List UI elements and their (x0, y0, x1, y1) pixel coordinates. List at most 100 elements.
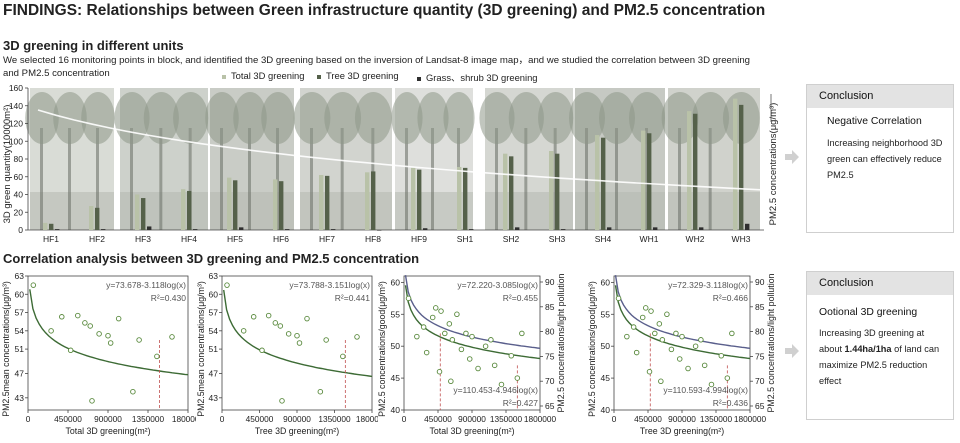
data-point (438, 308, 444, 314)
data-point (250, 314, 257, 320)
bar-HF3-grass (147, 226, 152, 230)
data-point (469, 333, 475, 340)
data-point (296, 340, 303, 346)
data-point (642, 305, 649, 311)
y2-tick-label: 65 (755, 401, 765, 411)
bar-HF8-grass (377, 230, 382, 231)
bar-chart-3d-greening: 0 20 40 60 80 100 120 140 160 HF1 HF2 HF3 HF4 HF5 HF6 H… (2, 83, 779, 244)
conclusion-title: Negative Correlation (827, 116, 922, 127)
legend-swatch-tree (317, 74, 321, 79)
photo-tree-canopy (293, 92, 331, 144)
arrow-right-icon (785, 150, 799, 164)
y-tick-label: 55 (391, 309, 401, 319)
bar-HF4-tree (187, 190, 192, 230)
data-point (624, 333, 630, 340)
data-point (685, 365, 691, 372)
photo-tree-canopy (391, 92, 423, 144)
x-tick-label: 1800000 (356, 414, 378, 424)
bar-chart-bars (43, 98, 750, 231)
y-tick-label: 50 (601, 341, 611, 351)
data-point (482, 343, 489, 349)
r2-good-label: R²=0.466 (713, 293, 748, 303)
data-point (59, 314, 65, 320)
bar-HF5-grass (239, 227, 244, 230)
y-tick-label: 100 (9, 136, 23, 146)
photo-street (120, 192, 208, 230)
x-tick-label: HF1 (43, 234, 59, 244)
y-tick-label: 60 (391, 277, 401, 287)
data-point (432, 305, 439, 311)
data-point (82, 320, 88, 326)
data-point (115, 315, 122, 322)
street-photo (661, 88, 760, 230)
photo-tree-trunk (405, 128, 408, 230)
x-tick-label: 0 (26, 414, 31, 424)
photo-tree-canopy (692, 92, 730, 144)
r2-label: R²=0.430 (151, 293, 186, 303)
y2-tick-label: 70 (545, 376, 555, 386)
legend-label-grass: Grass、shrub 3D greening (426, 72, 538, 83)
x-tick-label: HF2 (89, 234, 105, 244)
conclusion-body: Increasing neighborhood 3D green can eff… (827, 138, 943, 180)
bar-HF6-tree (279, 181, 284, 230)
x-tick-label: SH1 (457, 234, 474, 244)
r2-light-label: R²=0.427 (503, 398, 538, 408)
y-tick-label: 60 (14, 172, 24, 182)
street-photo (25, 88, 115, 230)
section-description: We selected 16 monitoring points in bloc… (3, 55, 751, 79)
photo-tree-trunk (310, 128, 313, 230)
data-point (414, 333, 420, 340)
bar-HF2-grass (101, 229, 106, 230)
photo-tree-trunk (188, 128, 192, 230)
data-point (448, 378, 454, 385)
street-photo (293, 88, 392, 230)
photo-street (485, 192, 573, 230)
x-tick-label: 1350000 (318, 414, 351, 424)
photo-tree-canopy (81, 92, 115, 144)
data-point (154, 353, 160, 360)
legend-tree: Tree 3D greening (317, 70, 399, 81)
data-point (488, 337, 494, 343)
x-axis-label: Tree 3D greening(m²) (255, 426, 339, 436)
bar-HF8-tree (371, 171, 376, 230)
y-tick-label: 80 (14, 154, 24, 164)
bar-WH1-total (641, 130, 646, 230)
photo-tree-canopy (417, 92, 449, 144)
y-tick-label: 60 (209, 289, 219, 299)
x-tick-label: 1350000 (700, 414, 733, 424)
x-tick-label: 1800000 (524, 414, 557, 424)
photo-tree-canopy (443, 92, 475, 144)
y-tick-label: 54 (209, 326, 219, 336)
x-tick-label: 1350000 (490, 414, 523, 424)
y-axis-label: PM2.5 concentrations/good(μg/m³) (588, 281, 597, 417)
data-point (107, 340, 114, 346)
conclusion-header: Conclusion (807, 272, 953, 295)
data-point (519, 330, 525, 337)
data-point (449, 337, 456, 343)
photo-tree-trunk (431, 128, 434, 230)
y-tick-label: 40 (14, 190, 24, 200)
conclusion-box-negative: Conclusion Negative Correlation Increasi… (806, 84, 954, 233)
bar-HF6-grass (285, 229, 290, 230)
bar-HF5-total (227, 177, 232, 230)
x-tick-label: SH3 (549, 234, 566, 244)
photo-street (575, 192, 665, 230)
equation-label: y=73.678-3.118log(x) (106, 280, 186, 290)
bar-SH1-grass (469, 229, 474, 230)
data-point (317, 388, 324, 395)
conclusion-header: Conclusion (807, 85, 953, 108)
y-tick-label: 40 (601, 405, 611, 415)
section-heading-3d-greening: 3D greening in different units (3, 38, 184, 53)
photo-tree-trunk (708, 128, 712, 230)
data-point (701, 362, 708, 369)
y2-tick-label: 90 (545, 277, 555, 287)
page-title: FINDINGS: Relationships between Green in… (3, 2, 766, 19)
photo-tree-canopy (508, 92, 544, 144)
y2-tick-label: 85 (545, 302, 555, 312)
conclusion-body-bold: 1.44ha/1ha (844, 344, 892, 354)
photo-tree-canopy (233, 92, 267, 144)
x-tick-label: HF6 (273, 234, 289, 244)
bar-WH2-grass (699, 227, 704, 230)
legend-label-tree: Tree 3D greening (326, 70, 399, 81)
data-point (436, 368, 443, 375)
